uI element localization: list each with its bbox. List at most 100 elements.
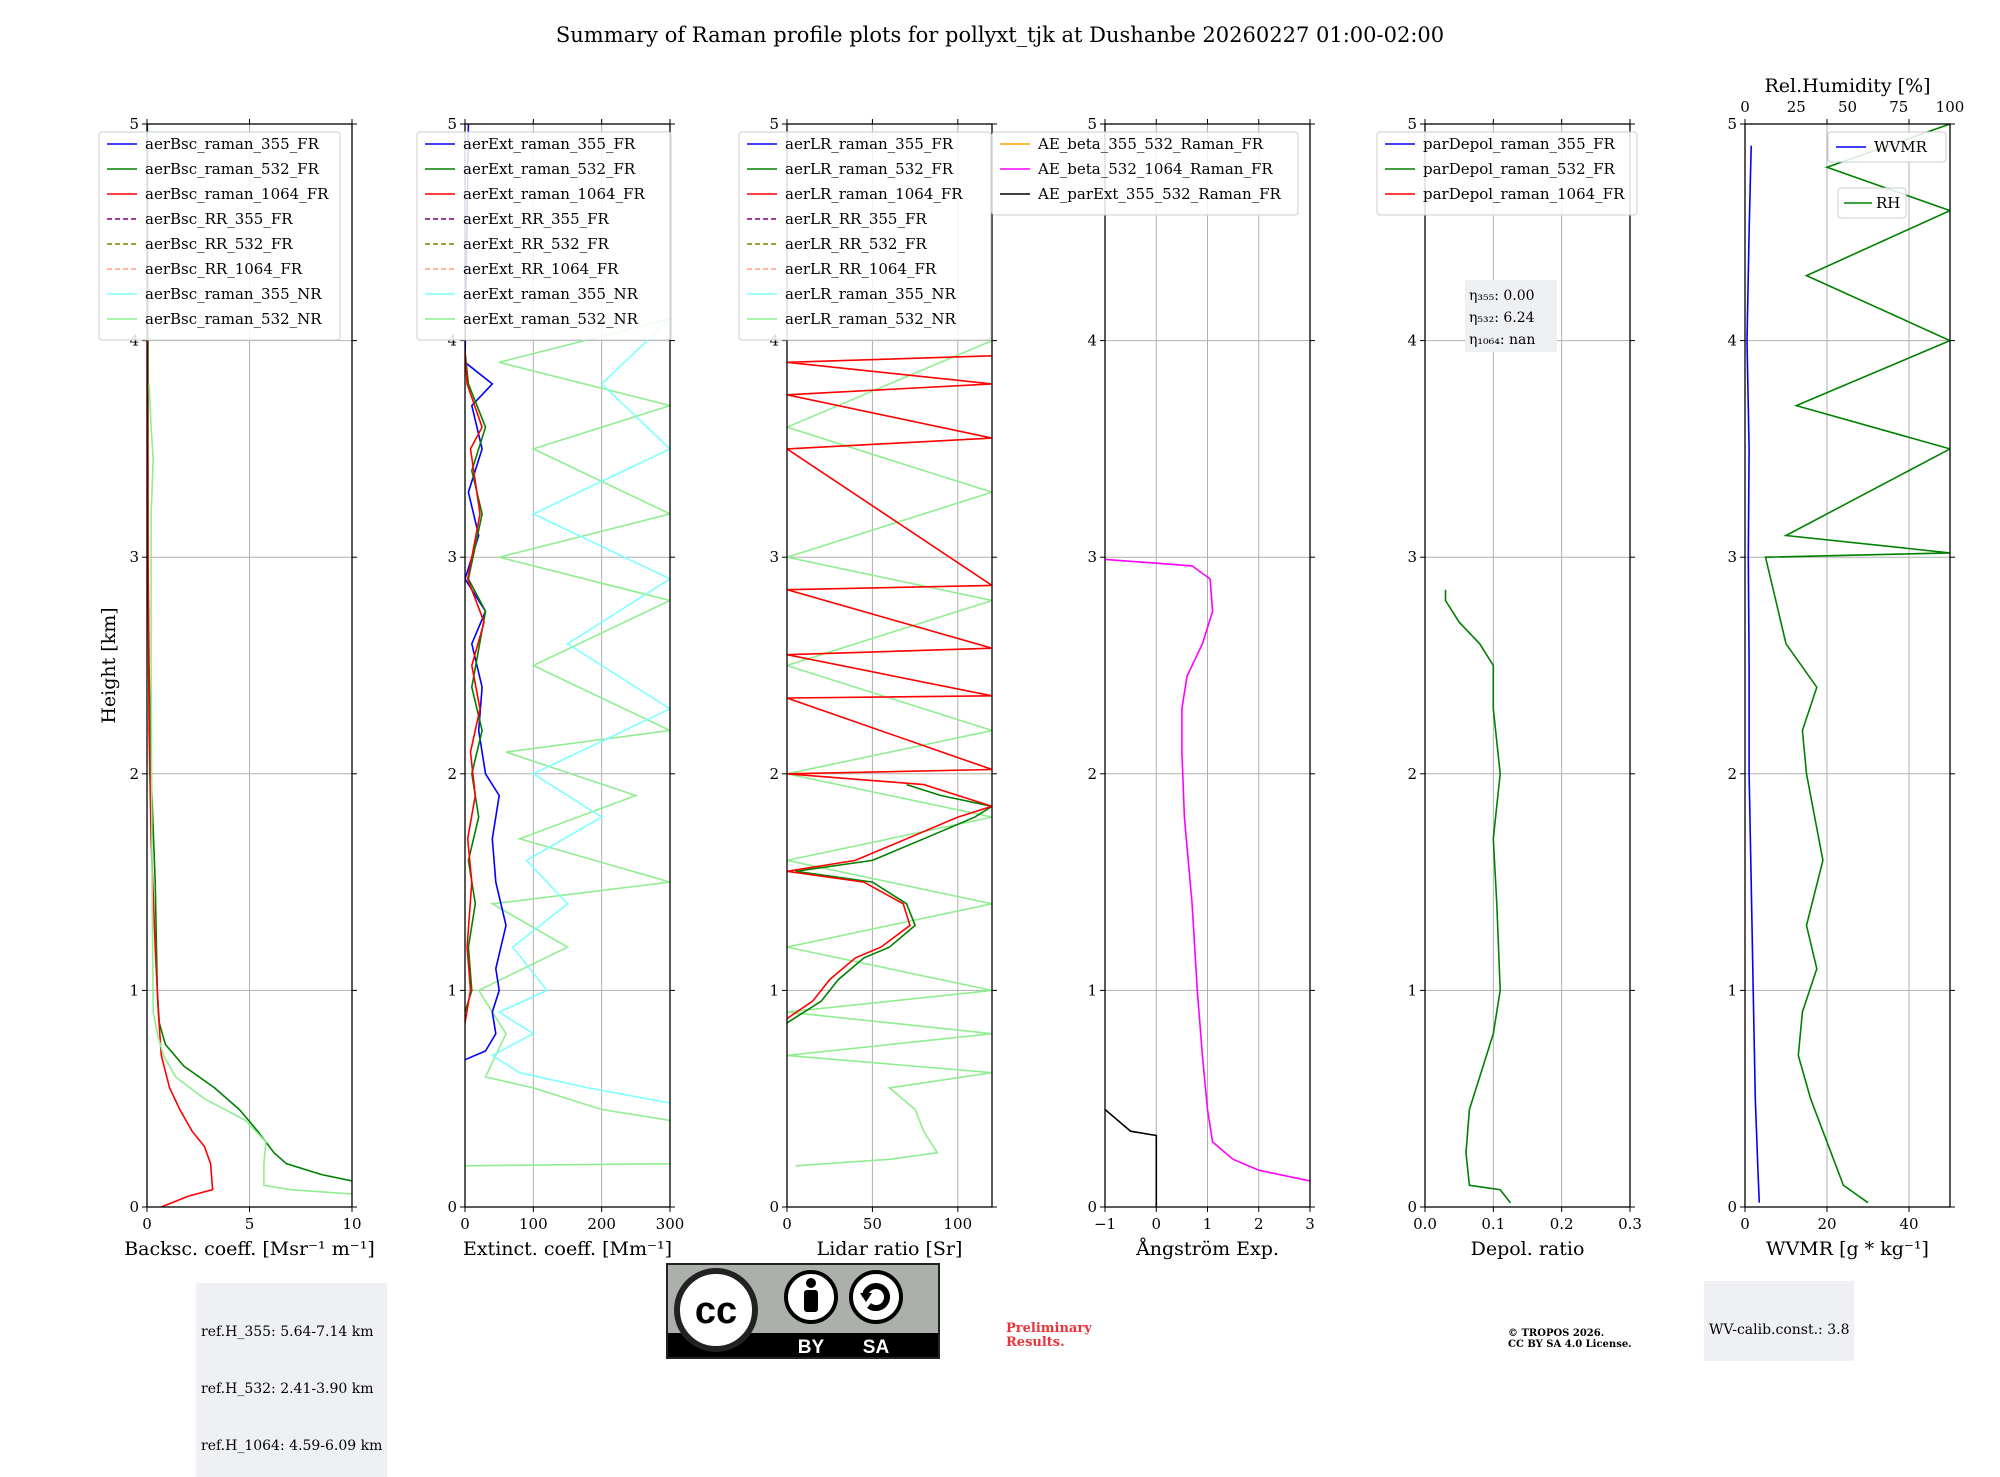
- wv-calibration-box: WV-calib.const.: 3.8: [1704, 1281, 1855, 1361]
- legend-label: aerExt_RR_532_FR: [463, 235, 610, 253]
- x-tick-label: 0.2: [1550, 1215, 1574, 1233]
- x-tick-label: 0: [782, 1215, 792, 1233]
- legend-label: AE_parExt_355_532_Raman_FR: [1037, 185, 1282, 203]
- y-tick-label: 2: [1727, 765, 1737, 783]
- y-tick-label: 3: [447, 548, 457, 566]
- x-axis-label: Extinct. coeff. [Mm⁻¹]: [463, 1238, 672, 1260]
- x-axis-label: Depol. ratio: [1471, 1238, 1585, 1260]
- legend: AE_beta_355_532_Raman_FR AE_beta_532_1064…: [991, 131, 1299, 216]
- axes-frame: [1744, 123, 1951, 1208]
- top-x-tick-label: 75: [1889, 98, 1908, 116]
- x-tick-label: 0: [1151, 1215, 1161, 1233]
- series-aerExt_raman_532_FR: [465, 351, 487, 1013]
- y-tick-label: 4: [769, 332, 779, 350]
- series-group: [1105, 558, 1310, 1207]
- y-tick-label: 5: [769, 115, 779, 133]
- legend: aerLR_raman_355_FR aerLR_raman_532_FR aerL…: [738, 131, 992, 341]
- legend-box: [416, 131, 672, 341]
- legend-box: [1376, 131, 1638, 216]
- x-tick-label: −1: [1094, 1215, 1116, 1233]
- ref-height-1064: ref.H_1064: 4.59-6.09 km: [201, 1438, 383, 1454]
- eta-532: η₅₃₂: 6.24: [1469, 310, 1535, 326]
- x-axis-label: Backsc. coeff. [Msr⁻¹ m⁻¹]: [124, 1238, 375, 1260]
- series-aerBsc_raman_1064_FR: [147, 340, 214, 1207]
- preliminary-note: Preliminary Results.: [1006, 1322, 1092, 1350]
- x-tick-label: 20: [1817, 1215, 1836, 1233]
- series-AE_beta_532_1064_Raman_FR: [1105, 558, 1310, 1182]
- y-tick-label: 5: [129, 115, 139, 133]
- y-tick-label: 1: [769, 981, 779, 999]
- y-tick-label: 4: [447, 332, 457, 350]
- series-parDepol_raman_532_FR: [1444, 589, 1512, 1204]
- series-RH: [1764, 124, 1950, 1204]
- legend-label: AE_beta_355_532_Raman_FR: [1037, 135, 1264, 153]
- series-aerLR_raman_1064_FR: [787, 355, 992, 1020]
- y-tick-label: 3: [1087, 548, 1097, 566]
- x-tick-label: 0: [1740, 1215, 1750, 1233]
- y-tick-label: 4: [1087, 332, 1097, 350]
- y-tick-label: 3: [129, 548, 139, 566]
- figure-title: Summary of Raman profile plots for polly…: [556, 23, 1444, 47]
- x-tick-label: 100: [519, 1215, 548, 1233]
- series-aerLR_raman_532_NR: [787, 339, 992, 1167]
- series-group: [147, 124, 352, 1207]
- legend-box: [991, 131, 1299, 216]
- legend-label: aerLR_raman_532_NR: [785, 310, 956, 328]
- y-tick-label: 2: [1087, 765, 1097, 783]
- legend-label: aerBsc_raman_355_FR: [145, 135, 320, 153]
- legend-label: WVMR: [1874, 138, 1928, 156]
- panel-backscatter: 0 5 10 0 1 2 3 4 5 Backsc. coeff. [Msr⁻¹ m⁻¹] Heig…: [98, 115, 375, 1260]
- y-tick-label: 1: [447, 981, 457, 999]
- legend-label: aerExt_raman_532_NR: [463, 310, 639, 328]
- legend-label: aerBsc_raman_532_FR: [145, 160, 320, 178]
- cc-glyph: cc: [695, 1290, 737, 1332]
- y-tick-label: 2: [129, 765, 139, 783]
- x-axis-label: WVMR [g * kg⁻¹]: [1766, 1238, 1929, 1260]
- legend-box: [738, 131, 992, 341]
- y-tick-label: 3: [769, 548, 779, 566]
- axes-frame: [464, 123, 671, 1208]
- legend-box: [98, 131, 341, 341]
- top-x-tick-label: 100: [1936, 98, 1965, 116]
- legend-label: aerLR_raman_355_FR: [785, 135, 954, 153]
- series-aerExt_raman_1064_FR: [465, 351, 485, 1024]
- legend: aerBsc_raman_355_FR aerBsc_raman_532_FRae…: [98, 131, 341, 341]
- series-aerBsc_raman_532_NR: [148, 383, 352, 1195]
- sa-label: SA: [863, 1337, 890, 1358]
- eta-355: η₃₅₅: 0.00: [1469, 288, 1535, 304]
- x-tick-label: 40: [1899, 1215, 1918, 1233]
- legend-label: aerBsc_RR_1064_FR: [145, 260, 303, 278]
- cc-icon: [674, 1268, 758, 1352]
- y-tick-label: 2: [1407, 765, 1417, 783]
- eta-annotation: η₃₅₅: 0.00 η₅₃₂: 6.24 η₁₀₆₄: nan: [1465, 280, 1557, 352]
- legend-rh: RH: [1837, 187, 1907, 219]
- cc-license-logo: cc BY SA: [666, 1263, 940, 1359]
- series-WVMR: [1746, 145, 1761, 1203]
- y-tick-label: 1: [1087, 981, 1097, 999]
- panel-extinction: 0 100 200 300 0 1 2 3 4 5 Extinct. coeff. [Mm⁻¹] ae…: [416, 115, 684, 1260]
- legend-label: aerLR_raman_1064_FR: [785, 185, 963, 203]
- legend-label: aerBsc_raman_355_NR: [145, 285, 322, 303]
- legend-label: aerBsc_RR_355_FR: [145, 210, 293, 228]
- y-tick-label: 3: [1407, 548, 1417, 566]
- legend-label: aerExt_raman_532_FR: [463, 160, 636, 178]
- preliminary-line-1: Preliminary: [1006, 1321, 1092, 1336]
- eta-1064: η₁₀₆₄: nan: [1469, 332, 1535, 348]
- legend-label: aerLR_RR_532_FR: [785, 235, 927, 253]
- by-label: BY: [798, 1337, 825, 1358]
- series-aerLR_raman_532_FR: [787, 783, 992, 1024]
- x-tick-label: 10: [342, 1215, 361, 1233]
- series-group: [1444, 589, 1512, 1204]
- top-x-tick-label: 0: [1740, 98, 1750, 116]
- x-tick-label: 50: [863, 1215, 882, 1233]
- x-tick-label: 5: [245, 1215, 255, 1233]
- x-tick-label: 1: [1203, 1215, 1213, 1233]
- legend-label: aerBsc_RR_532_FR: [145, 235, 293, 253]
- x-tick-label: 200: [587, 1215, 616, 1233]
- x-tick-label: 0: [142, 1215, 152, 1233]
- legend-label: aerExt_RR_1064_FR: [463, 260, 619, 278]
- x-tick-label: 2: [1254, 1215, 1264, 1233]
